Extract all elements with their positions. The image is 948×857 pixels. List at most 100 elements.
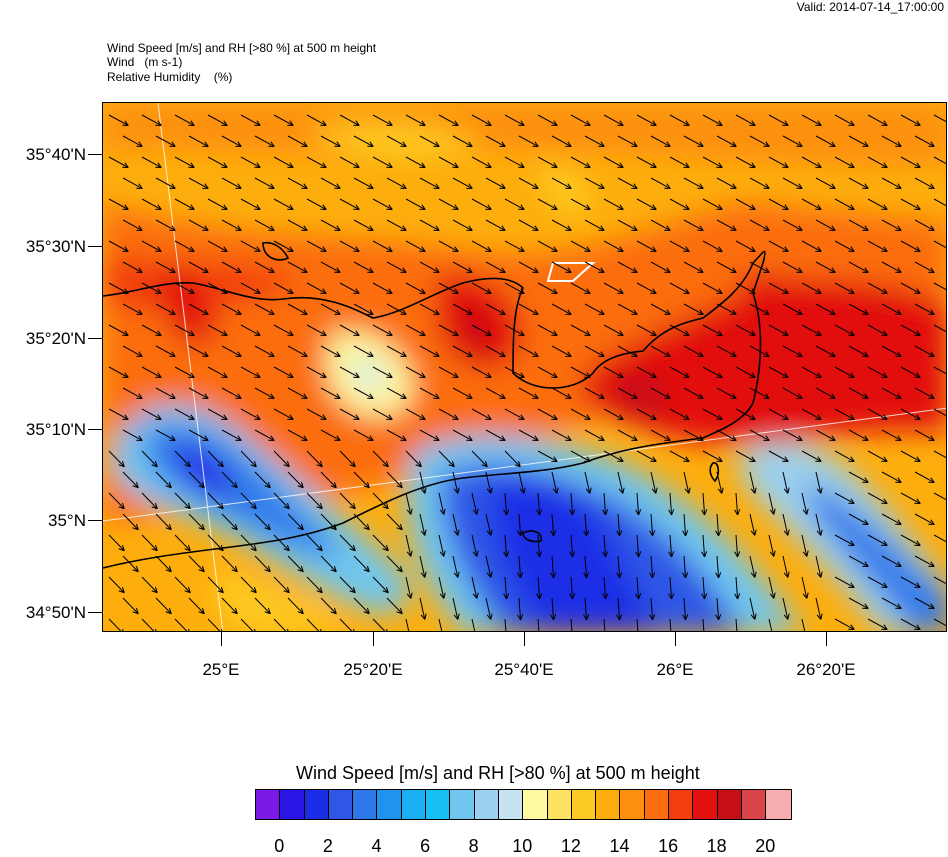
- wind-arrow: [782, 345, 803, 358]
- wind-arrow: [141, 240, 162, 253]
- wind-arrow: [551, 177, 572, 190]
- wind-arrow: [485, 303, 506, 316]
- colorbar-swatch: [693, 790, 718, 819]
- wind-arrow: [900, 114, 921, 127]
- wind-arrow: [339, 366, 360, 379]
- wind-arrow: [339, 492, 356, 510]
- wind-arrow: [815, 471, 823, 494]
- wind-arrow: [584, 303, 605, 316]
- wind-arrow: [881, 597, 902, 610]
- wind-arrow: [735, 618, 738, 631]
- wind-arrow: [405, 408, 426, 421]
- lat-label: 35°10'N: [25, 420, 86, 439]
- colorbar-label: 14: [609, 836, 630, 856]
- wind-arrow: [155, 471, 172, 489]
- wind-arrow: [372, 366, 393, 379]
- wind-arrow: [570, 198, 591, 211]
- wind-arrow: [320, 555, 337, 573]
- wind-arrow: [372, 282, 393, 295]
- wind-arrow: [405, 450, 422, 468]
- wind-arrow: [221, 261, 242, 274]
- wind-arrow: [141, 282, 162, 295]
- wind-arrow: [353, 303, 374, 316]
- wind-arrow: [405, 240, 426, 253]
- wind-arrow: [815, 219, 836, 232]
- wind-arrow: [650, 471, 658, 494]
- wind-arrow: [518, 177, 539, 190]
- colorbar-swatch: [377, 790, 402, 819]
- wind-arrow: [550, 597, 557, 621]
- wind-arrow: [537, 198, 558, 211]
- wind-arrow: [749, 471, 757, 494]
- lat-label: 35°N: [48, 511, 86, 530]
- wind-arrow: [570, 366, 591, 379]
- wind-arrow: [650, 429, 671, 442]
- wind-arrow: [749, 555, 757, 578]
- wind-arrow: [306, 450, 323, 468]
- wind-arrow: [155, 135, 176, 148]
- wind-arrow: [221, 513, 238, 531]
- wind-arrow: [221, 177, 242, 190]
- wind-arrow: [221, 303, 242, 316]
- wind-arrow: [188, 135, 209, 148]
- wind-arrow: [518, 429, 539, 442]
- wind-arrow: [207, 408, 228, 421]
- colorbar-swatch: [498, 790, 524, 819]
- wind-arrow: [339, 156, 360, 169]
- wind-arrow: [933, 408, 946, 417]
- wind-arrow: [669, 450, 690, 463]
- wind-arrow: [867, 492, 888, 505]
- wind-arrow: [452, 387, 473, 400]
- wind-arrow: [372, 450, 389, 468]
- wind-arrow: [933, 492, 946, 501]
- wind-arrow: [702, 198, 723, 211]
- wind-arrow: [471, 492, 479, 515]
- wind-arrow: [867, 324, 888, 337]
- wind-arrow: [570, 618, 573, 631]
- wind-arrow: [900, 534, 921, 547]
- wind-arrow: [174, 408, 195, 421]
- wind-arrow: [485, 261, 506, 274]
- lon-label: 25°40'E: [494, 660, 554, 679]
- wind-arrow: [306, 198, 327, 211]
- wind-arrow: [537, 240, 558, 253]
- wind-arrow: [438, 198, 459, 211]
- wind-arrow: [782, 429, 803, 442]
- wind-arrow: [287, 597, 304, 615]
- wind-arrow: [174, 366, 195, 379]
- colorbar-label: 6: [420, 836, 431, 856]
- wind-arrow: [933, 282, 946, 291]
- wind-arrow: [405, 492, 413, 515]
- wind-arrow: [122, 597, 139, 615]
- wind-arrow: [353, 387, 374, 400]
- wind-arrow: [240, 576, 257, 594]
- colorbar-label: 12: [560, 836, 581, 856]
- wind-arrow: [768, 366, 789, 379]
- wind-arrow: [584, 177, 605, 190]
- colorbar-swatch: [766, 790, 791, 819]
- wind-arrow: [419, 177, 440, 190]
- wind-arrow: [900, 450, 921, 463]
- wind-arrow: [716, 429, 737, 442]
- wind-arrow: [914, 387, 935, 400]
- wind-arrow: [702, 240, 723, 253]
- wind-arrow: [702, 366, 723, 379]
- wind-arrow: [372, 492, 389, 510]
- wind-arrow: [683, 429, 704, 442]
- wind-arrow: [669, 198, 690, 211]
- wind-arrow: [914, 261, 935, 274]
- wind-arrow: [933, 534, 946, 543]
- wind-arrow: [683, 219, 704, 232]
- wind-arrow: [834, 618, 855, 631]
- wind-arrow: [768, 534, 776, 557]
- wind-arrow: [537, 366, 558, 379]
- wind-arrow: [735, 324, 756, 337]
- wind-arrow: [141, 408, 162, 421]
- wind-arrow: [221, 135, 242, 148]
- wind-arrow: [636, 366, 657, 379]
- wind-arrow: [240, 408, 261, 421]
- colorbar-swatch: [741, 790, 767, 819]
- wind-arrow: [569, 576, 576, 600]
- wind-arrow: [551, 387, 572, 400]
- wind-arrow: [518, 219, 539, 232]
